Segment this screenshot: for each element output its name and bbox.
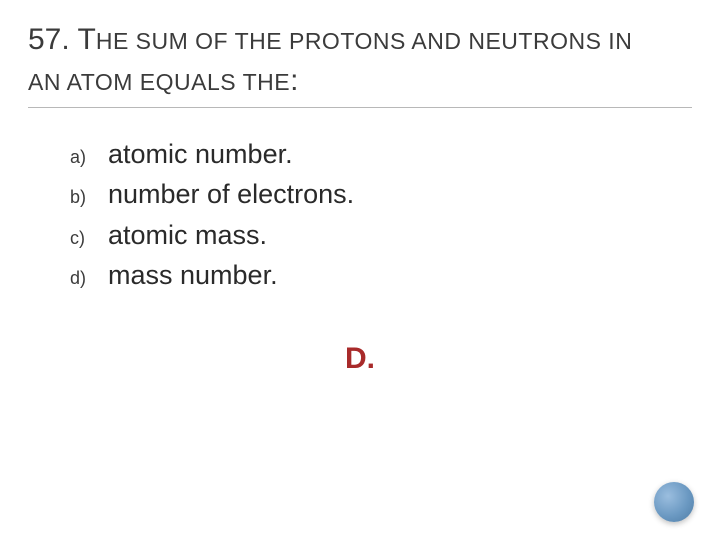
question-number: 57. bbox=[28, 23, 78, 56]
option-letter: c) bbox=[70, 226, 108, 250]
answer: D. bbox=[28, 342, 692, 376]
question-line-2: AN ATOM EQUALS THE: bbox=[28, 61, 692, 102]
question-text-1: HE SUM OF THE PROTONS AND NEUTRONS IN bbox=[96, 28, 632, 54]
question-colon: : bbox=[290, 64, 298, 97]
question-text-2: AN ATOM EQUALS THE bbox=[28, 69, 290, 95]
options-list: a) atomic number. b) number of electrons… bbox=[28, 136, 692, 294]
question-line-1: 57. THE SUM OF THE PROTONS AND NEUTRONS … bbox=[28, 20, 692, 61]
option-text: atomic mass. bbox=[108, 217, 267, 253]
slide: 57. THE SUM OF THE PROTONS AND NEUTRONS … bbox=[0, 0, 720, 540]
question-block: 57. THE SUM OF THE PROTONS AND NEUTRONS … bbox=[28, 20, 692, 108]
decorative-dot-icon bbox=[654, 482, 694, 522]
option-a: a) atomic number. bbox=[70, 136, 692, 172]
option-letter: a) bbox=[70, 145, 108, 169]
option-text: atomic number. bbox=[108, 136, 293, 172]
option-text: mass number. bbox=[108, 257, 278, 293]
question-cap: T bbox=[78, 23, 96, 56]
option-b: b) number of electrons. bbox=[70, 176, 692, 212]
option-c: c) atomic mass. bbox=[70, 217, 692, 253]
option-text: number of electrons. bbox=[108, 176, 354, 212]
option-d: d) mass number. bbox=[70, 257, 692, 293]
option-letter: d) bbox=[70, 266, 108, 290]
option-letter: b) bbox=[70, 185, 108, 209]
